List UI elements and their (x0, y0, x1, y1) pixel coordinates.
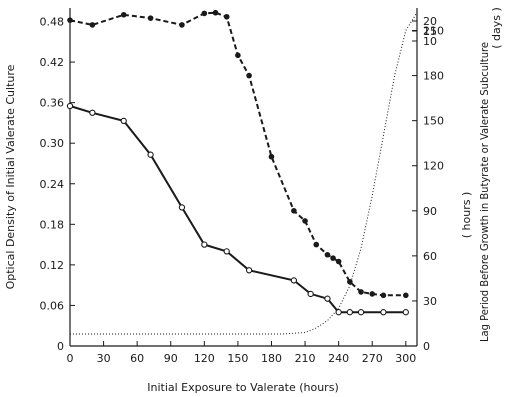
series-2-point (302, 218, 308, 224)
series-2-point (358, 289, 364, 295)
series-1-point (201, 241, 208, 248)
x-tick-label: 120 (194, 352, 215, 365)
series-1-line (69, 105, 406, 314)
series-1-point (380, 309, 387, 316)
x-tick-label: 150 (227, 352, 248, 365)
right-hour-tick-label: 210 (423, 25, 444, 38)
series-2-point (223, 13, 230, 20)
series-2-point (67, 17, 73, 23)
right-hour-tick-label: 90 (423, 205, 437, 218)
left-tick-label: 0.06 (40, 299, 65, 312)
series-1-point (147, 151, 154, 158)
series-2-point (330, 255, 336, 261)
right-hour-tick-label: 180 (423, 70, 444, 83)
series-2-point (212, 9, 219, 16)
right-hour-tick-label: 150 (423, 115, 444, 128)
series-group (66, 9, 418, 335)
series-2-point (235, 52, 241, 59)
x-tick-label: 300 (395, 352, 416, 365)
right-day-tick-label: 10 (423, 35, 437, 48)
left-tick-label: 0 (57, 340, 64, 353)
series-2-point (268, 153, 275, 160)
x-tick-label: 90 (164, 352, 178, 365)
series-2-point (347, 278, 353, 285)
series-1-point (335, 309, 342, 316)
series-2-point (380, 292, 387, 299)
x-axis-label: Initial Exposure to Valerate (hours) (147, 381, 338, 394)
series-2-point (403, 292, 409, 299)
right-hour-tick-label: 30 (423, 295, 437, 308)
x-tick-label: 180 (261, 352, 282, 365)
left-tick-label: 0.42 (40, 56, 65, 69)
right-day-tick-label: 20 (423, 15, 437, 28)
series-1-point (402, 309, 409, 316)
left-tick-label: 0.30 (40, 137, 65, 150)
plot-area (69, 8, 418, 347)
x-tick-label: 60 (130, 352, 144, 365)
right-hour-tick-label: 0 (423, 340, 430, 353)
series-2-point (335, 258, 342, 265)
series-2-point (201, 10, 208, 17)
left-axis-label: Optical Density of Initial Valerate Cult… (4, 64, 17, 289)
series-2-point (291, 208, 297, 214)
series-3-line (70, 12, 418, 335)
series-1-point (120, 117, 127, 125)
series-1-point (357, 309, 365, 316)
series-2-point (179, 22, 185, 28)
series-1-point (290, 277, 298, 284)
x-tick-label: 30 (97, 352, 111, 365)
series-1-point (89, 109, 96, 116)
left-tick-label: 0.36 (40, 97, 65, 110)
left-tick-label: 0.18 (40, 218, 65, 231)
x-tick-label: 210 (295, 352, 316, 365)
right-axis-label: Lag Period Before Growth in Butyrate or … (478, 42, 491, 342)
x-tick-label: 270 (362, 352, 383, 365)
right-axis-hours-unit: ( hours ) (460, 192, 473, 239)
series-2-line (69, 11, 406, 297)
x-tick-label: 0 (67, 352, 74, 365)
series-2-point (246, 72, 252, 79)
series-2-point (89, 22, 96, 28)
series-1-point (307, 290, 314, 298)
right-hour-tick-labels: 0 30 60 90 120 150 180 210 (423, 25, 444, 353)
left-tick-labels: 0 0.06 0.12 0.18 0.24 0.30 0.36 0.42 0.48 (40, 16, 65, 353)
x-tick-labels: 0 30 60 90 120 150 180 210 240 270 300 (67, 352, 417, 365)
series-2-point (313, 241, 320, 248)
tick-marks (69, 20, 417, 347)
series-1-point (324, 295, 331, 302)
left-tick-label: 0.48 (40, 16, 65, 29)
series-2-point (120, 11, 127, 18)
series-1-point (223, 248, 230, 255)
series-2-point (147, 15, 154, 21)
x-tick-label: 240 (328, 352, 349, 365)
series-2-point (369, 291, 376, 297)
series-1-point (66, 102, 74, 110)
series-1-point (346, 309, 353, 316)
left-tick-label: 0.12 (40, 259, 65, 272)
series-1-point (245, 267, 253, 274)
right-hour-tick-label: 120 (423, 160, 444, 173)
right-axis-days-unit: ( days ) (490, 7, 503, 49)
right-day-tick-label: 15 (423, 25, 437, 38)
series-2-point (324, 251, 331, 258)
left-tick-label: 0.24 (40, 178, 65, 191)
series-1-point (178, 204, 186, 211)
right-hour-tick-label: 60 (423, 250, 437, 263)
